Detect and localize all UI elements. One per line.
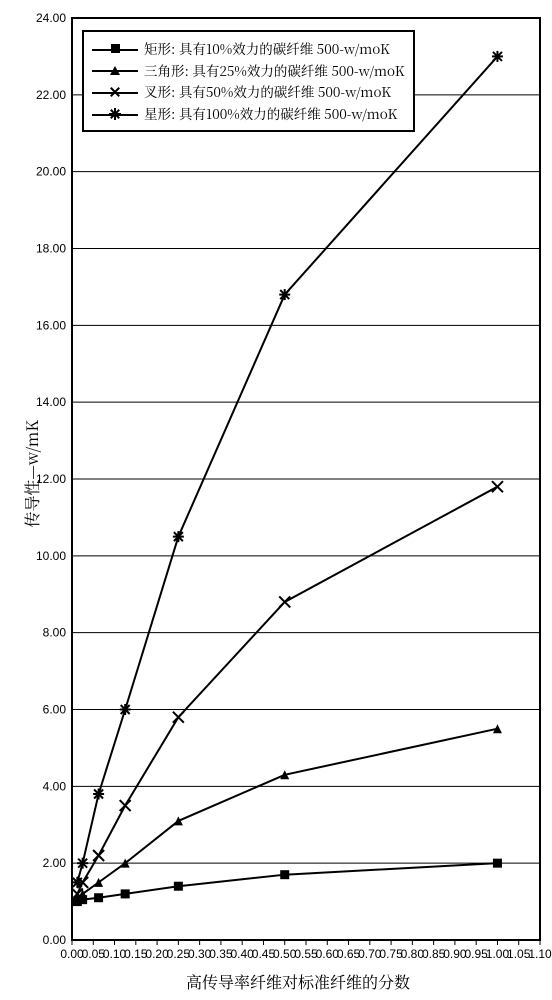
svg-text:0.55: 0.55 xyxy=(294,947,318,961)
svg-text:0.10: 0.10 xyxy=(103,947,127,961)
svg-text:4.00: 4.00 xyxy=(43,779,67,793)
svg-text:0.20: 0.20 xyxy=(145,947,169,961)
svg-text:0.05: 0.05 xyxy=(82,947,106,961)
svg-text:0.90: 0.90 xyxy=(443,947,467,961)
svg-text:0.60: 0.60 xyxy=(316,947,340,961)
svg-text:0.95: 0.95 xyxy=(465,947,489,961)
svg-text:0.50: 0.50 xyxy=(273,947,297,961)
svg-text:0.25: 0.25 xyxy=(167,947,191,961)
svg-text:2.00: 2.00 xyxy=(43,856,67,870)
svg-text:0.85: 0.85 xyxy=(422,947,446,961)
svg-text:0.80: 0.80 xyxy=(401,947,425,961)
svg-text:16.00: 16.00 xyxy=(36,318,66,332)
svg-text:8.00: 8.00 xyxy=(43,626,67,640)
svg-text:1.00: 1.00 xyxy=(486,947,510,961)
svg-text:1.10: 1.10 xyxy=(528,947,552,961)
legend-label: 叉形: 具有50%效力的碳纤维 500-w/moK xyxy=(144,81,391,103)
svg-text:24.00: 24.00 xyxy=(36,11,66,25)
svg-text:0.00: 0.00 xyxy=(43,933,67,947)
legend-item: 三角形: 具有25%效力的碳纤维 500-w/moK xyxy=(92,60,405,82)
legend-item: 星形: 具有100%效力的碳纤维 500-w/moK xyxy=(92,103,405,125)
svg-text:20.00: 20.00 xyxy=(36,165,66,179)
legend-item: 叉形: 具有50%效力的碳纤维 500-w/moK xyxy=(92,81,405,103)
legend-item: 矩形: 具有10%效力的碳纤维 500-w/moK xyxy=(92,38,405,60)
svg-text:0.40: 0.40 xyxy=(231,947,255,961)
y-axis-label: 传导性—w/mK xyxy=(20,420,43,528)
svg-text:0.75: 0.75 xyxy=(379,947,403,961)
svg-text:0.00: 0.00 xyxy=(60,947,84,961)
svg-text:0.45: 0.45 xyxy=(252,947,276,961)
svg-text:18.00: 18.00 xyxy=(36,242,66,256)
legend-label: 矩形: 具有10%效力的碳纤维 500-w/moK xyxy=(144,38,390,60)
x-axis-label: 高传导率纤维对标准纤维的分数 xyxy=(186,970,410,993)
chart-container: 0.002.004.006.008.0010.0012.0014.0016.00… xyxy=(0,0,552,1000)
svg-text:22.00: 22.00 xyxy=(36,88,66,102)
svg-text:0.65: 0.65 xyxy=(337,947,361,961)
svg-text:0.70: 0.70 xyxy=(358,947,382,961)
svg-text:0.35: 0.35 xyxy=(209,947,233,961)
legend-label: 三角形: 具有25%效力的碳纤维 500-w/moK xyxy=(144,60,405,82)
svg-text:6.00: 6.00 xyxy=(43,703,67,717)
legend-label: 星形: 具有100%效力的碳纤维 500-w/moK xyxy=(144,103,397,125)
line-chart: 0.002.004.006.008.0010.0012.0014.0016.00… xyxy=(0,0,552,1000)
svg-text:10.00: 10.00 xyxy=(36,549,66,563)
svg-text:14.00: 14.00 xyxy=(36,395,66,409)
svg-text:1.05: 1.05 xyxy=(507,947,531,961)
legend: 矩形: 具有10%效力的碳纤维 500-w/moK三角形: 具有25%效力的碳纤… xyxy=(82,30,415,132)
svg-text:0.30: 0.30 xyxy=(188,947,212,961)
svg-text:0.15: 0.15 xyxy=(124,947,148,961)
